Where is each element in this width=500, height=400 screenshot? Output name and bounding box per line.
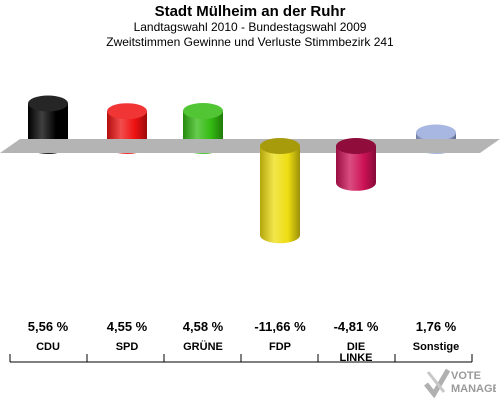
bar-top-cap xyxy=(336,138,376,154)
value-label: 1,76 % xyxy=(416,319,457,334)
category-label: FDP xyxy=(269,341,291,353)
value-label: 4,55 % xyxy=(107,319,148,334)
value-label: -4,81 % xyxy=(334,319,379,334)
category-label: SPD xyxy=(116,341,139,353)
chart-subtitle-election: Landtagswahl 2010 - Bundestagswahl 2009 xyxy=(133,20,367,34)
bar-die-linke xyxy=(336,146,376,191)
checkmark-icon xyxy=(424,368,451,398)
category-label: DIE LINKE xyxy=(340,341,373,364)
bar-top-cap xyxy=(260,138,300,154)
chart-subtitle-district: Zweitstimmen Gewinne und Verluste Stimmb… xyxy=(106,35,394,49)
vote-manager-logo: VOTE MANAGER xyxy=(424,368,496,398)
chart-title: Stadt Mülheim an der Ruhr xyxy=(154,3,346,20)
bar-fdp xyxy=(260,146,300,244)
logo-line2: MANAGER xyxy=(451,383,496,395)
bar-top-cap xyxy=(183,102,223,119)
value-label: -11,66 % xyxy=(254,319,306,334)
category-label: CDU xyxy=(36,341,60,353)
bar-top-cap xyxy=(416,124,456,141)
category-label: Sonstige xyxy=(413,341,459,353)
bar-top-cap xyxy=(107,103,147,120)
value-label: 4,58 % xyxy=(183,319,224,334)
bar-top-cap xyxy=(28,95,68,112)
value-label: 5,56 % xyxy=(28,319,69,334)
zero-plane xyxy=(0,139,500,153)
category-label: GRÜNE xyxy=(183,340,223,353)
logo-line1: VOTE xyxy=(451,370,481,382)
chart-header: Stadt Mülheim an der Ruhr Landtagswahl 2… xyxy=(0,0,500,50)
